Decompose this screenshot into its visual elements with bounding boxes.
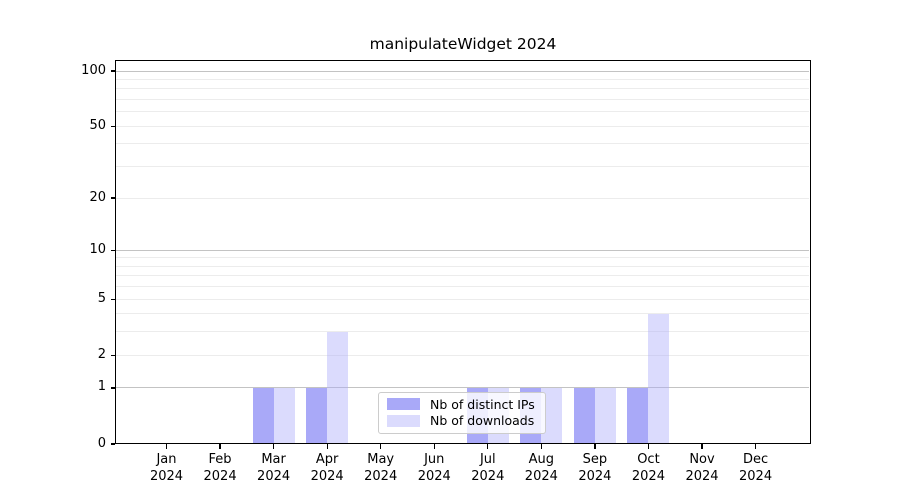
y-tick-label: 5 <box>97 290 106 306</box>
chart-title: manipulateWidget 2024 <box>369 35 557 53</box>
x-tick <box>540 444 542 449</box>
x-tick <box>754 444 757 449</box>
x-tick-label: Mar 2024 <box>257 452 291 484</box>
gridline-major <box>116 387 809 389</box>
gridline-minor <box>116 331 809 333</box>
y-tick <box>110 298 115 300</box>
bar-downloads <box>648 313 670 444</box>
x-tick-label: Dec 2024 <box>739 452 773 484</box>
x-tick-label: Sep 2024 <box>578 452 612 484</box>
x-tick-label: May 2024 <box>364 452 398 484</box>
legend-label: Nb of downloads <box>430 413 535 429</box>
y-tick-label: 50 <box>89 117 106 133</box>
gridline-minor <box>116 354 809 356</box>
y-tick <box>110 443 115 445</box>
y-tick-label: 10 <box>89 241 106 257</box>
x-tick <box>165 444 168 449</box>
y-tick <box>110 249 115 251</box>
x-tick <box>433 444 435 449</box>
x-tick <box>487 444 489 449</box>
x-tick-label: Jul 2024 <box>471 452 505 484</box>
y-tick <box>110 387 115 389</box>
x-tick <box>326 444 328 449</box>
x-tick-label: Nov 2024 <box>685 452 719 484</box>
gridline-minor <box>116 143 809 145</box>
gridline-major <box>116 249 809 251</box>
legend: Nb of distinct IPs Nb of downloads <box>378 391 546 434</box>
bar-distinct-ips <box>306 387 328 444</box>
gridline-minor <box>116 99 809 101</box>
y-tick-label: 2 <box>97 346 106 362</box>
x-tick <box>594 444 596 449</box>
y-tick <box>110 70 115 72</box>
y-tick <box>110 125 115 127</box>
y-tick-label: 100 <box>81 62 106 78</box>
legend-item: Nb of downloads <box>387 413 537 428</box>
x-tick-label: Jun 2024 <box>417 452 451 484</box>
bar-downloads <box>594 387 616 444</box>
gridline-minor <box>116 313 809 315</box>
y-tick <box>110 354 115 356</box>
gridline-minor <box>116 265 809 267</box>
gridline-major <box>116 70 809 72</box>
x-tick-label: Feb 2024 <box>203 452 237 484</box>
x-tick-label: Jan 2024 <box>149 452 184 484</box>
gridline-minor <box>116 298 809 300</box>
y-tick <box>110 197 115 199</box>
x-tick-label: Aug 2024 <box>524 452 558 484</box>
x-tick <box>380 444 382 449</box>
gridline-minor <box>116 125 809 127</box>
legend-item: Nb of distinct IPs <box>387 397 537 412</box>
x-tick-label: Oct 2024 <box>631 452 665 484</box>
legend-label: Nb of distinct IPs <box>430 396 535 412</box>
gridline-minor <box>116 286 809 288</box>
bar-downloads <box>327 331 349 444</box>
x-tick <box>647 444 650 449</box>
y-tick-label: 1 <box>97 379 106 395</box>
gridline-minor <box>116 79 809 81</box>
plot-border <box>115 60 811 444</box>
x-tick <box>701 444 703 449</box>
bar-downloads <box>273 387 295 444</box>
x-tick-label: Apr 2024 <box>310 452 344 484</box>
x-tick <box>219 444 221 449</box>
y-tick-label: 20 <box>89 189 106 205</box>
bar-distinct-ips <box>252 387 274 444</box>
legend-swatch <box>387 414 420 427</box>
gridline-minor <box>116 197 809 199</box>
bar-distinct-ips <box>573 387 595 444</box>
y-tick-label: 0 <box>97 435 106 451</box>
gridline-minor <box>116 275 809 277</box>
bar-downloads <box>541 387 563 444</box>
gridline-minor <box>116 166 809 168</box>
legend-swatch <box>387 398 420 411</box>
x-tick <box>272 444 275 449</box>
gridline-minor <box>116 111 809 113</box>
gridline-minor <box>116 88 809 90</box>
gridline-minor <box>116 257 809 259</box>
bar-distinct-ips <box>627 387 649 444</box>
